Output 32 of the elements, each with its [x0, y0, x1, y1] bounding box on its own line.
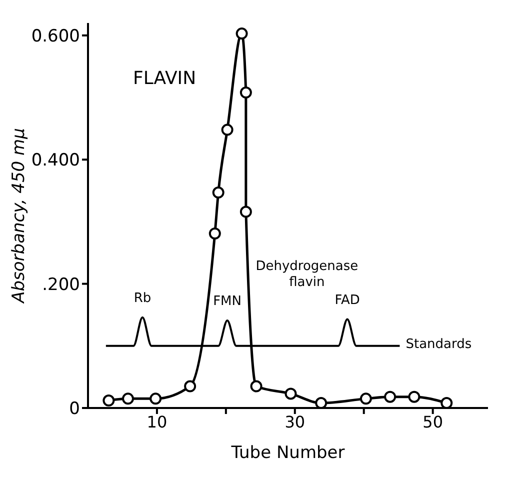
point — [315, 397, 328, 408]
point — [384, 390, 396, 403]
x-axis-title: Tube Number — [230, 443, 345, 463]
y-tick-label: .200 — [42, 274, 80, 295]
point — [208, 228, 221, 240]
point — [360, 392, 372, 405]
annotation: Rb — [132, 291, 152, 306]
annotation: FAD — [334, 293, 361, 308]
point — [184, 380, 196, 392]
point — [150, 392, 162, 405]
point — [408, 390, 420, 403]
annotation: FMN — [212, 294, 242, 310]
x-tick-label: 50 — [422, 412, 444, 432]
series-label: Standards — [406, 336, 472, 352]
annotation: Dehydrogenase flavin — [254, 259, 360, 292]
point — [221, 124, 234, 136]
y-tick-label: 0 — [69, 399, 80, 420]
x-tick-label: 10 — [146, 412, 168, 432]
x-tick-label: 30 — [284, 412, 306, 432]
y-axis-title: Absorbancy, 450 mμ — [9, 128, 30, 304]
y-tick-label: 0.600 — [31, 26, 80, 46]
y-tick-label: 0.400 — [31, 150, 80, 171]
point — [212, 186, 224, 199]
point — [122, 392, 134, 405]
point — [240, 206, 252, 218]
point — [102, 394, 115, 407]
annotation: FLAVIN — [133, 68, 196, 89]
point — [440, 397, 453, 408]
point — [284, 388, 297, 400]
point — [240, 86, 252, 99]
point — [236, 28, 248, 40]
point — [250, 380, 262, 392]
